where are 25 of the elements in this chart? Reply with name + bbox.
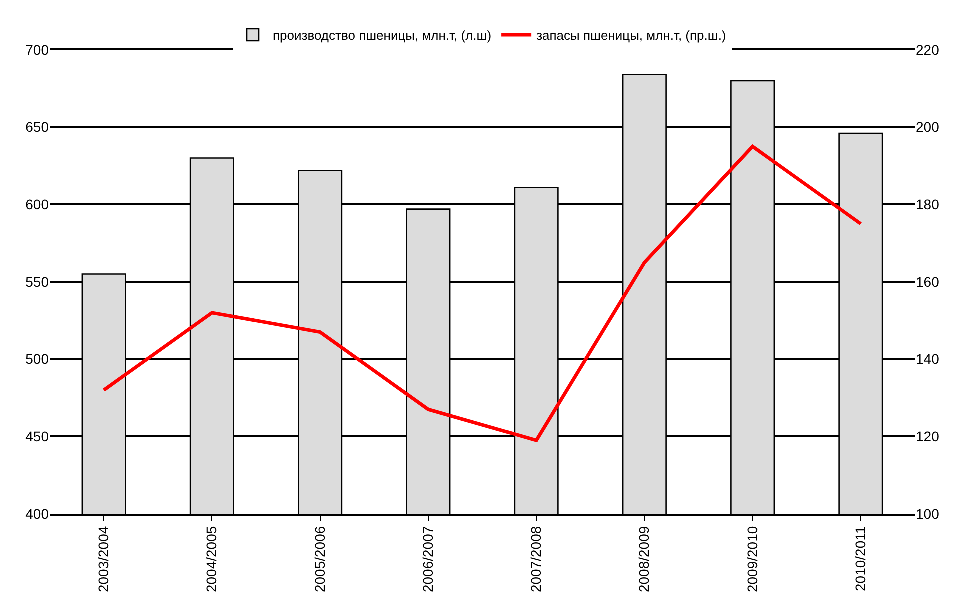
y-tick-label: 500 bbox=[26, 351, 50, 368]
x-tick-label: 2003/2004 bbox=[96, 526, 112, 593]
x-tick-label: 2004/2005 bbox=[204, 526, 220, 593]
y-tick-label: 650 bbox=[26, 119, 50, 136]
y-tick-label: 700 bbox=[26, 42, 50, 58]
y2-tick-label: 220 bbox=[916, 42, 940, 58]
y-tick-label: 600 bbox=[26, 196, 50, 213]
x-tick-label: 2008/2009 bbox=[636, 526, 652, 593]
legend-label: запасы пшеницы, млн.т, (пр.ш.) bbox=[536, 28, 726, 44]
y2-tick-label: 120 bbox=[916, 428, 940, 445]
x-tick-label: 2005/2006 bbox=[312, 526, 328, 593]
x-tick-label: 2010/2011 bbox=[852, 526, 868, 592]
y2-tick-label: 160 bbox=[916, 274, 940, 290]
x-tick-label: 2006/2007 bbox=[420, 526, 436, 593]
y2-tick-label: 140 bbox=[916, 351, 940, 368]
y-tick-label: 450 bbox=[26, 428, 50, 445]
y2-tick-label: 100 bbox=[916, 506, 940, 522]
line-series bbox=[102, 144, 863, 442]
y2-tick-label: 200 bbox=[916, 119, 940, 136]
x-tick-label: 2007/2008 bbox=[528, 526, 544, 593]
y2-tick-label: 180 bbox=[916, 196, 940, 213]
x-tick-label: 2009/2010 bbox=[744, 526, 760, 593]
y-tick-label: 550 bbox=[26, 274, 50, 290]
legend-label: производство пшеницы, млн.т, (л.ш) bbox=[273, 28, 492, 44]
y-tick-label: 400 bbox=[26, 506, 50, 522]
